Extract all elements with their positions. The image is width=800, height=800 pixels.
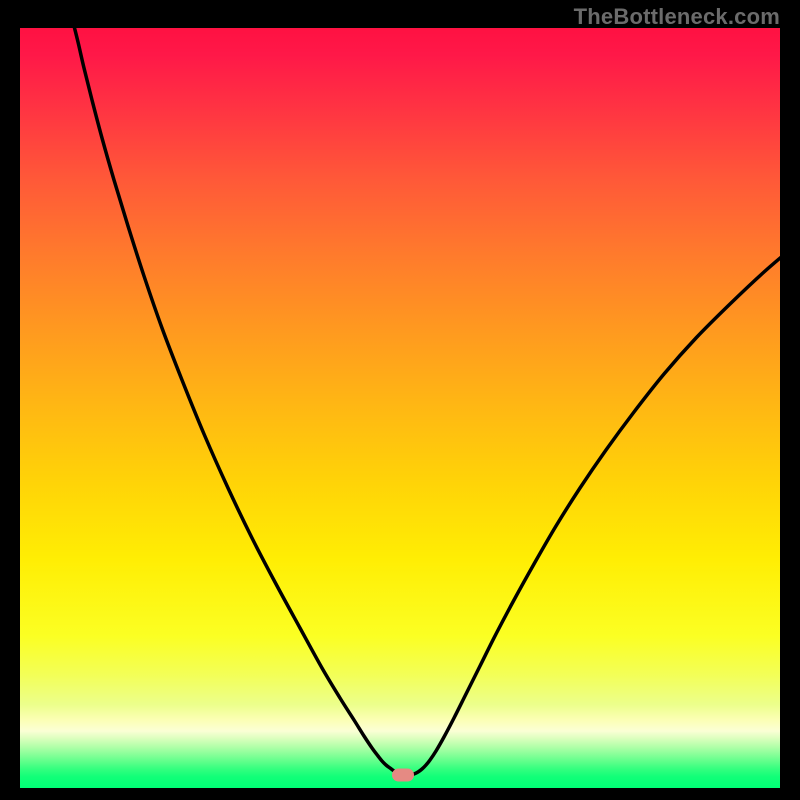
plot-area [20, 28, 780, 788]
watermark-text: TheBottleneck.com [574, 4, 780, 30]
bottleneck-marker [392, 769, 414, 782]
chart-frame: TheBottleneck.com [0, 0, 800, 800]
curve [20, 28, 780, 788]
